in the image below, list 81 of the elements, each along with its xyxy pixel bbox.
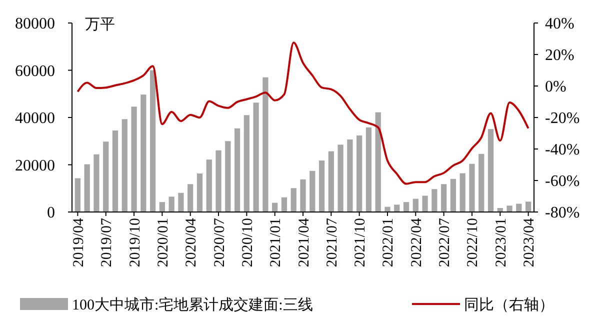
x-tick-label: 2022/01: [380, 218, 397, 268]
bar: [188, 184, 194, 212]
bar: [375, 112, 381, 212]
x-tick-label: 2022/04: [408, 218, 425, 268]
y-tick-label: 40000: [15, 110, 55, 128]
bar: [366, 127, 372, 212]
bar: [122, 119, 128, 212]
bar: [206, 160, 212, 212]
y2-tick-label: -60%: [545, 173, 580, 190]
legend-label: 同比（右轴）: [464, 296, 554, 314]
x-tick-label: 2022/10: [465, 218, 482, 268]
y-tick-label: 60000: [15, 62, 55, 80]
x-tick-label: 2021/01: [268, 218, 284, 268]
line-series: [76, 42, 530, 185]
bar: [460, 173, 466, 212]
bar: [394, 204, 400, 212]
bar: [94, 154, 100, 212]
x-tick-label: 2019/04: [70, 218, 87, 268]
bar: [347, 139, 353, 212]
bar: [310, 170, 316, 212]
x-tick-label: 2020/01: [155, 218, 172, 268]
y2-tick-label: 0%: [545, 78, 566, 96]
bar: [478, 154, 484, 212]
bar: [403, 202, 410, 212]
bar: [262, 77, 268, 212]
x-tick-label: 2020/04: [184, 218, 200, 268]
bar: [450, 178, 456, 212]
y-tick-label: 80000: [15, 16, 55, 33]
y2-tick-label: 40%: [545, 16, 574, 33]
bar: [216, 150, 222, 212]
bar: [488, 129, 494, 212]
y2-tick-label: -40%: [545, 142, 580, 159]
bar: [412, 198, 418, 212]
bar: [244, 115, 250, 212]
bar: [140, 94, 146, 212]
bar: [338, 144, 344, 212]
y-tick-label: 0: [47, 204, 55, 222]
bar: [159, 202, 165, 212]
bar: [356, 135, 362, 212]
bar: [525, 202, 532, 212]
bar: [281, 197, 288, 212]
bar: [516, 204, 522, 212]
bar: [234, 128, 240, 212]
bar: [103, 142, 109, 212]
bar: [74, 178, 81, 212]
bar: [300, 179, 306, 212]
x-tick-label: 2020/10: [240, 218, 256, 268]
bar: [422, 196, 428, 212]
bar: [178, 192, 184, 212]
bar: [168, 196, 174, 212]
y2-tick-label: -20%: [545, 110, 580, 128]
bar: [506, 206, 512, 212]
bar: [441, 184, 447, 212]
annotation: 万平: [85, 17, 115, 33]
x-tick-label: 2021/10: [352, 218, 369, 268]
x-tick-label: 2019/10: [127, 218, 144, 268]
x-tick-label: 2023/01: [493, 218, 510, 268]
y-tick-label: 20000: [15, 157, 55, 174]
bar: [196, 173, 203, 212]
bar: [469, 164, 475, 212]
bar: [290, 188, 296, 212]
legend-label: 100大中城市:宅地累计成交建面:三线: [72, 296, 313, 314]
y2-tick-label: 20%: [545, 47, 574, 64]
x-tick-label: 2019/07: [99, 218, 116, 268]
bar: [150, 70, 156, 212]
bar: [318, 160, 325, 212]
bar: [272, 202, 278, 212]
bar: [253, 102, 259, 212]
x-tick-label: 2021/04: [296, 218, 312, 268]
x-tick-label: 2023/04: [522, 218, 538, 268]
bar: [112, 130, 118, 212]
bar: [84, 164, 90, 212]
y2-tick-label: -80%: [545, 204, 580, 222]
x-tick-label: 2020/07: [212, 218, 228, 268]
bar: [384, 206, 390, 212]
bar: [432, 189, 438, 212]
x-tick-label: 2021/07: [324, 218, 340, 268]
x-tick-label: 2022/07: [437, 218, 454, 268]
bar: [328, 151, 334, 212]
bar: [131, 106, 137, 212]
bar: [225, 141, 231, 212]
